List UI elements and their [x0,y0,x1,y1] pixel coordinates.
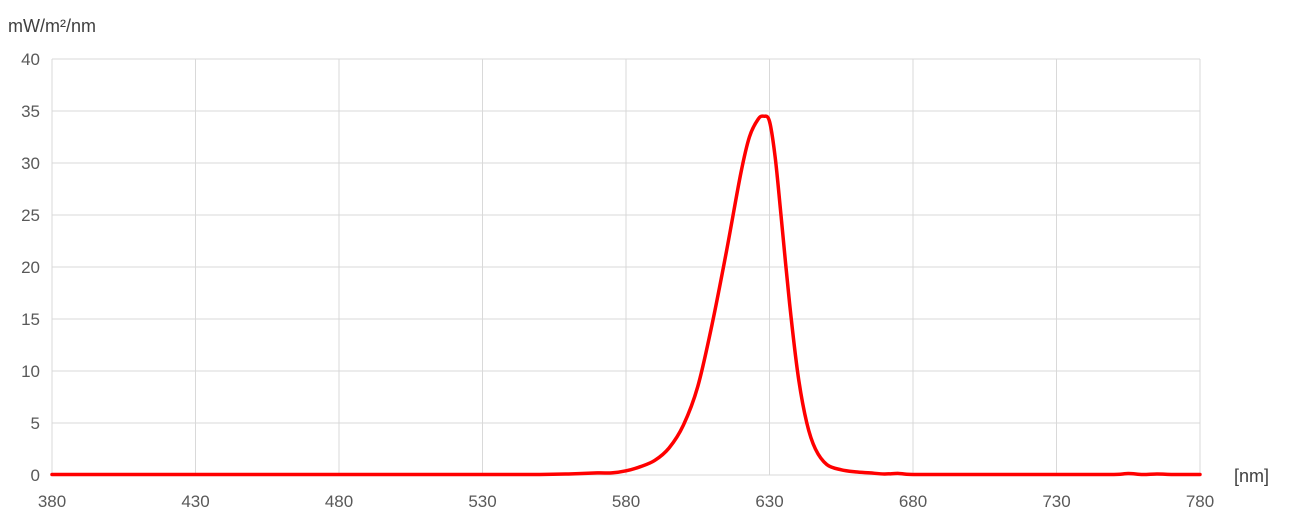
y-tick-label: 25 [21,206,40,225]
x-axis-title: [nm] [1234,466,1269,486]
gridlines [51,58,1201,476]
y-tick-label: 40 [21,50,40,69]
x-tick-label: 730 [1042,492,1070,511]
y-tick-label: 20 [21,258,40,277]
x-tick-label: 630 [755,492,783,511]
x-tick-label: 380 [38,492,66,511]
y-tick-label: 15 [21,310,40,329]
x-tick-label: 580 [612,492,640,511]
y-tick-label: 10 [21,362,40,381]
spectrum-series-line [50,114,1202,477]
y-tick-label: 35 [21,102,40,121]
x-tick-labels: 380 430 480 530 580 630 680 730 780 [38,492,1214,511]
y-tick-label: 0 [31,466,40,485]
x-tick-label: 680 [899,492,927,511]
x-tick-label: 780 [1186,492,1214,511]
y-tick-label: 5 [31,414,40,433]
y-axis-title: mW/m²/nm [8,16,96,36]
x-tick-label: 530 [468,492,496,511]
x-tick-label: 430 [181,492,209,511]
y-tick-labels: 0 5 10 15 20 25 30 35 40 [21,50,40,485]
y-tick-label: 30 [21,154,40,173]
x-tick-label: 480 [325,492,353,511]
